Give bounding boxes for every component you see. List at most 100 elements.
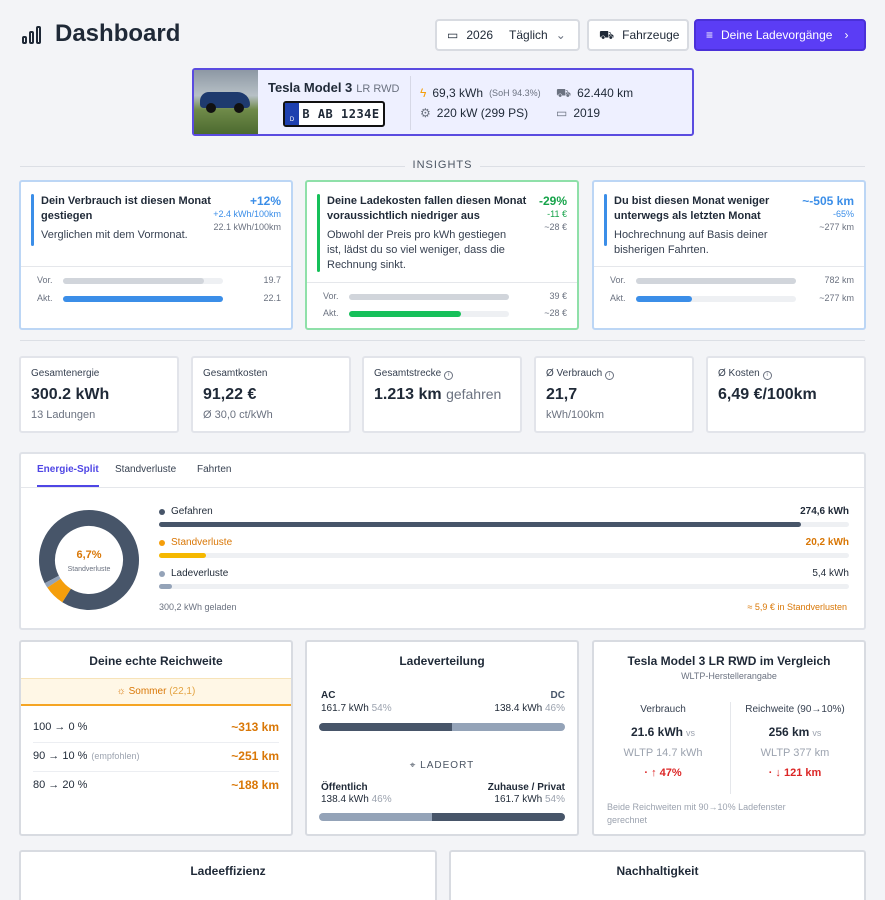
range-row: 80 → 20 % ~188 km (33, 778, 279, 792)
stat-total-distance: Gesamtstrecke i 1.213 km gefahren (362, 356, 522, 433)
energy-tabs: Energie-Split Standverluste Fahrten (21, 454, 864, 488)
lightning-icon: ϟ (420, 86, 427, 100)
range-card: Deine echte Reichweite ☼ Sommer (22,1) 1… (19, 640, 293, 836)
distribution-title: Ladeverteilung (399, 654, 485, 668)
sun-icon: ☼ (116, 686, 126, 697)
list-icon: ≡ (706, 28, 714, 42)
season-indicator: ☼ Sommer (22,1) (21, 678, 291, 706)
dc-label: DC (550, 690, 565, 701)
vehicles-button[interactable]: ⛟ Fahrzeuge (587, 19, 689, 51)
public-value: 138.4 kWh 46% (321, 794, 392, 805)
odometer-spec: ⛟ 62.440 km (556, 86, 633, 100)
energy-row-driven: Gefahren 274,6 kWh (159, 504, 849, 534)
stat-value: 300.2 kWh (31, 386, 110, 403)
range-row: 90 → 10 % (empfohlen) ~251 km (33, 743, 279, 772)
insight-delta: +2.4 kWh/100km (213, 209, 281, 219)
charging-efficiency-card: Ladeeffizienz (19, 850, 437, 900)
stat-avg-consumption: Ø Verbrauch i 21,7 kWh/100km (534, 356, 694, 433)
chevron-down-icon: ⌄ (555, 28, 566, 42)
calendar-icon: ▭ (447, 28, 459, 42)
range-row: 100 → 0 % ~313 km (33, 714, 279, 743)
insight-current: ~277 km (819, 222, 854, 232)
home-label: Zuhause / Privat (487, 782, 565, 793)
stat-value: 21,7 (546, 386, 578, 403)
vehicle-variant: LR RWD (356, 83, 400, 95)
power-spec: ⚙ 220 kW (299 PS) (420, 106, 528, 120)
sustainability-title: Nachhaltigkeit (616, 864, 699, 878)
ac-value: 161.7 kWh 54% (321, 703, 392, 714)
battery-spec: ϟ 69,3 kWh (SoH 94.3%) (420, 86, 541, 100)
page-title: Dashboard (55, 20, 181, 47)
insights-heading: INSIGHTS (412, 159, 473, 171)
vehicle-name: Tesla Model 3 LR RWD (268, 80, 400, 95)
map-pin-icon: ⌖ (409, 760, 417, 771)
sustainability-card: Nachhaltigkeit (449, 850, 866, 900)
stat-total-cost: Gesamtkosten 91,22 € Ø 30,0 ct/kWh (191, 356, 351, 433)
stat-avg-cost: Ø Kosten i 6,49 €/100km (706, 356, 866, 433)
comparison-footnote: Beide Reichweiten mit 90→10% Ladefenster… (607, 802, 786, 825)
stat-value: 6,49 €/100km (718, 386, 817, 403)
dashboard-logo-icon (22, 24, 44, 44)
insight-card-consumption: Dein Verbrauch ist diesen Monat gestiege… (19, 180, 293, 330)
comparison-range: Reichweite (90→10%) 256 km vs WLTP 377 km… (745, 704, 845, 779)
vehicle-card[interactable]: Tesla Model 3 LR RWD D B AB 1234E ϟ 69,3 … (192, 68, 694, 136)
insight-card-costs: Deine Ladekosten fallen diesen Monat vor… (305, 180, 579, 330)
charging-sessions-label: Deine Ladevorgänge (721, 28, 833, 42)
comparison-subtitle: WLTP-Herstellerangabe (681, 671, 777, 681)
tab-energy-split[interactable]: Energie-Split (37, 464, 99, 487)
comparison-title: Tesla Model 3 LR RWD im Vergleich (627, 654, 831, 668)
efficiency-title: Ladeeffizienz (190, 864, 266, 878)
insight-description: Obwohl der Preis pro kWh gestiegen ist, … (327, 229, 507, 271)
period-selector[interactable]: ▭ 2026 Täglich ⌄ (435, 19, 580, 51)
insight-current-bar: Akt. ~28 € (323, 308, 567, 318)
battery-soh: (SoH 94.3%) (489, 88, 541, 98)
location-heading: ⌖ LADEORT (409, 760, 475, 771)
donut-segment-2 (39, 510, 139, 610)
info-icon[interactable]: i (444, 371, 454, 380)
vehicle-image (194, 70, 258, 134)
donut-label: Standverluste (68, 566, 111, 573)
stat-total-energy: Gesamtenergie 300.2 kWh 13 Ladungen (19, 356, 179, 433)
ac-label: AC (321, 690, 336, 701)
charging-sessions-button[interactable]: ≡ Deine Ladevorgänge › (694, 19, 866, 51)
insight-current: ~28 € (544, 222, 567, 232)
insight-title: Deine Ladekosten fallen diesen Monat vor… (327, 195, 527, 222)
tab-standby-losses[interactable]: Standverluste (115, 464, 177, 475)
public-label: Öffentlich (321, 782, 368, 793)
year-spec: ▭ 2019 (556, 106, 600, 120)
location-bar (319, 813, 565, 821)
insight-card-distance: Du bist diesen Monat weniger unterwegs a… (592, 180, 866, 330)
donut-value: 6,7% (76, 549, 101, 561)
plate-country: D (285, 103, 299, 125)
insight-current-bar: Akt. ~277 km (610, 293, 854, 303)
insight-delta: -11 € (547, 209, 567, 219)
tab-trips[interactable]: Fahrten (197, 464, 232, 475)
plate-number: B AB 1234E (302, 107, 380, 121)
chevron-right-icon: › (844, 28, 849, 42)
insight-value: +12% (249, 194, 281, 208)
range-title: Deine echte Reichweite (89, 654, 223, 668)
vehicle-year: 2019 (573, 106, 601, 120)
insight-current-bar: Akt. 22.1 (37, 293, 281, 303)
insight-delta: -65% (832, 209, 854, 219)
insight-title: Du bist diesen Monat weniger unterwegs a… (614, 195, 770, 222)
insight-prev-bar: Vor. 39 € (323, 291, 567, 301)
power-value: 220 kW (299 PS) (436, 106, 529, 120)
insight-prev-bar: Vor. 782 km (610, 275, 854, 285)
home-value: 161.7 kWh 54% (494, 794, 565, 805)
calendar-icon: ▭ (556, 106, 568, 120)
energy-row-charging-loss: Ladeverluste 5,4 kWh (159, 566, 849, 596)
odometer-value: 62.440 km (577, 86, 634, 100)
insight-title: Dein Verbrauch ist diesen Monat gestiege… (41, 195, 211, 222)
battery-capacity: 69,3 kWh (432, 86, 484, 100)
stat-value: 91,22 € (203, 386, 257, 403)
year-label: 2026 (466, 28, 494, 42)
license-plate: D B AB 1234E (283, 101, 385, 127)
energy-split-panel: Energie-Split Standverluste Fahrten 6,7%… (19, 452, 866, 630)
insight-prev-bar: Vor. 19.7 (37, 275, 281, 285)
vehicle-model: Tesla Model 3 (268, 80, 353, 95)
energy-donut-chart: 6,7% Standverluste (39, 510, 139, 610)
info-icon[interactable]: i (762, 371, 772, 380)
info-icon[interactable]: i (605, 371, 615, 380)
dc-value: 138.4 kWh 46% (494, 703, 565, 714)
